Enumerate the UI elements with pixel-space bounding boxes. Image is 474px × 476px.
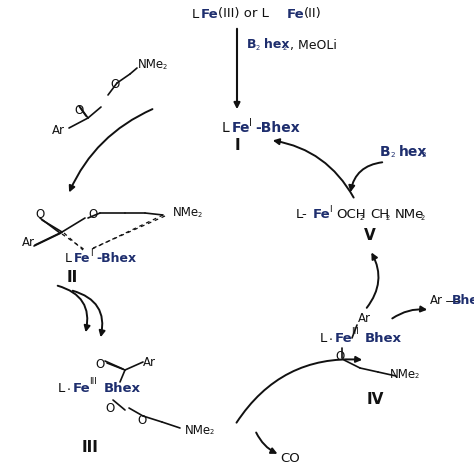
Text: II: II bbox=[66, 269, 78, 285]
Text: Fe: Fe bbox=[335, 331, 353, 345]
Text: B: B bbox=[380, 145, 391, 159]
Text: Ar: Ar bbox=[52, 123, 64, 137]
Text: $_2$: $_2$ bbox=[197, 210, 203, 220]
Text: I: I bbox=[249, 118, 252, 128]
Text: OCH: OCH bbox=[336, 208, 365, 221]
Text: B: B bbox=[247, 39, 256, 51]
Text: I: I bbox=[90, 248, 92, 258]
Text: L: L bbox=[192, 8, 199, 20]
Text: hex: hex bbox=[264, 39, 290, 51]
Text: Fe: Fe bbox=[73, 381, 91, 395]
Text: O: O bbox=[95, 358, 105, 371]
Text: CO: CO bbox=[280, 452, 300, 465]
Text: O: O bbox=[88, 208, 98, 221]
Text: Ar: Ar bbox=[357, 311, 371, 325]
Text: Fe: Fe bbox=[232, 121, 250, 135]
Text: -Bhex: -Bhex bbox=[96, 251, 136, 265]
Text: -Bhex: -Bhex bbox=[255, 121, 300, 135]
Text: Fe: Fe bbox=[287, 8, 305, 20]
Text: L: L bbox=[58, 381, 65, 395]
Text: O: O bbox=[36, 208, 45, 221]
Text: $\cdot$: $\cdot$ bbox=[328, 331, 333, 345]
Text: O: O bbox=[336, 350, 345, 364]
Text: NMe: NMe bbox=[173, 207, 199, 219]
Text: NMe: NMe bbox=[390, 367, 416, 380]
Text: $_2$: $_2$ bbox=[421, 150, 427, 160]
Text: Ar: Ar bbox=[143, 356, 156, 368]
Text: $_2$: $_2$ bbox=[385, 213, 391, 223]
Text: $_2$: $_2$ bbox=[414, 371, 419, 381]
Text: Fe: Fe bbox=[74, 251, 91, 265]
Text: $_2$: $_2$ bbox=[162, 62, 168, 72]
Text: Bhex: Bhex bbox=[452, 294, 474, 307]
Text: NMe: NMe bbox=[395, 208, 424, 221]
Text: O: O bbox=[110, 79, 119, 91]
Text: Bhex: Bhex bbox=[104, 381, 141, 395]
Text: (III) or L: (III) or L bbox=[218, 8, 269, 20]
Text: O: O bbox=[137, 414, 146, 426]
Text: hex: hex bbox=[399, 145, 428, 159]
Text: I: I bbox=[234, 139, 240, 153]
Text: NMe: NMe bbox=[185, 424, 211, 436]
Text: NMe: NMe bbox=[138, 59, 164, 71]
Text: IV: IV bbox=[366, 393, 383, 407]
Text: O: O bbox=[74, 103, 83, 117]
Text: CH: CH bbox=[370, 208, 389, 221]
Text: $-\!\!-$: $-\!\!-$ bbox=[444, 295, 462, 305]
Text: I: I bbox=[329, 205, 332, 214]
Text: $\cdot$: $\cdot$ bbox=[66, 381, 71, 395]
Text: Fe: Fe bbox=[201, 8, 219, 20]
Text: $_2$: $_2$ bbox=[390, 150, 396, 160]
Text: V: V bbox=[364, 228, 376, 242]
Text: O: O bbox=[105, 401, 115, 415]
Text: $_2$: $_2$ bbox=[420, 213, 426, 223]
Text: Ar: Ar bbox=[21, 236, 35, 248]
Text: L: L bbox=[320, 331, 327, 345]
Text: $_2$: $_2$ bbox=[359, 213, 365, 223]
Text: III: III bbox=[351, 327, 359, 337]
Text: Bhex: Bhex bbox=[365, 331, 402, 345]
Text: L: L bbox=[65, 251, 72, 265]
Text: L-: L- bbox=[296, 208, 308, 221]
Text: Fe: Fe bbox=[313, 208, 331, 221]
Text: (II): (II) bbox=[304, 8, 322, 20]
Text: L: L bbox=[222, 121, 230, 135]
Text: III: III bbox=[82, 440, 99, 456]
Text: $_2$: $_2$ bbox=[255, 43, 261, 53]
Text: $_2$: $_2$ bbox=[209, 427, 215, 437]
Text: III: III bbox=[89, 377, 97, 387]
Text: Ar: Ar bbox=[430, 294, 443, 307]
Text: , MeOLi: , MeOLi bbox=[290, 39, 337, 51]
Text: $_2$: $_2$ bbox=[282, 43, 288, 53]
